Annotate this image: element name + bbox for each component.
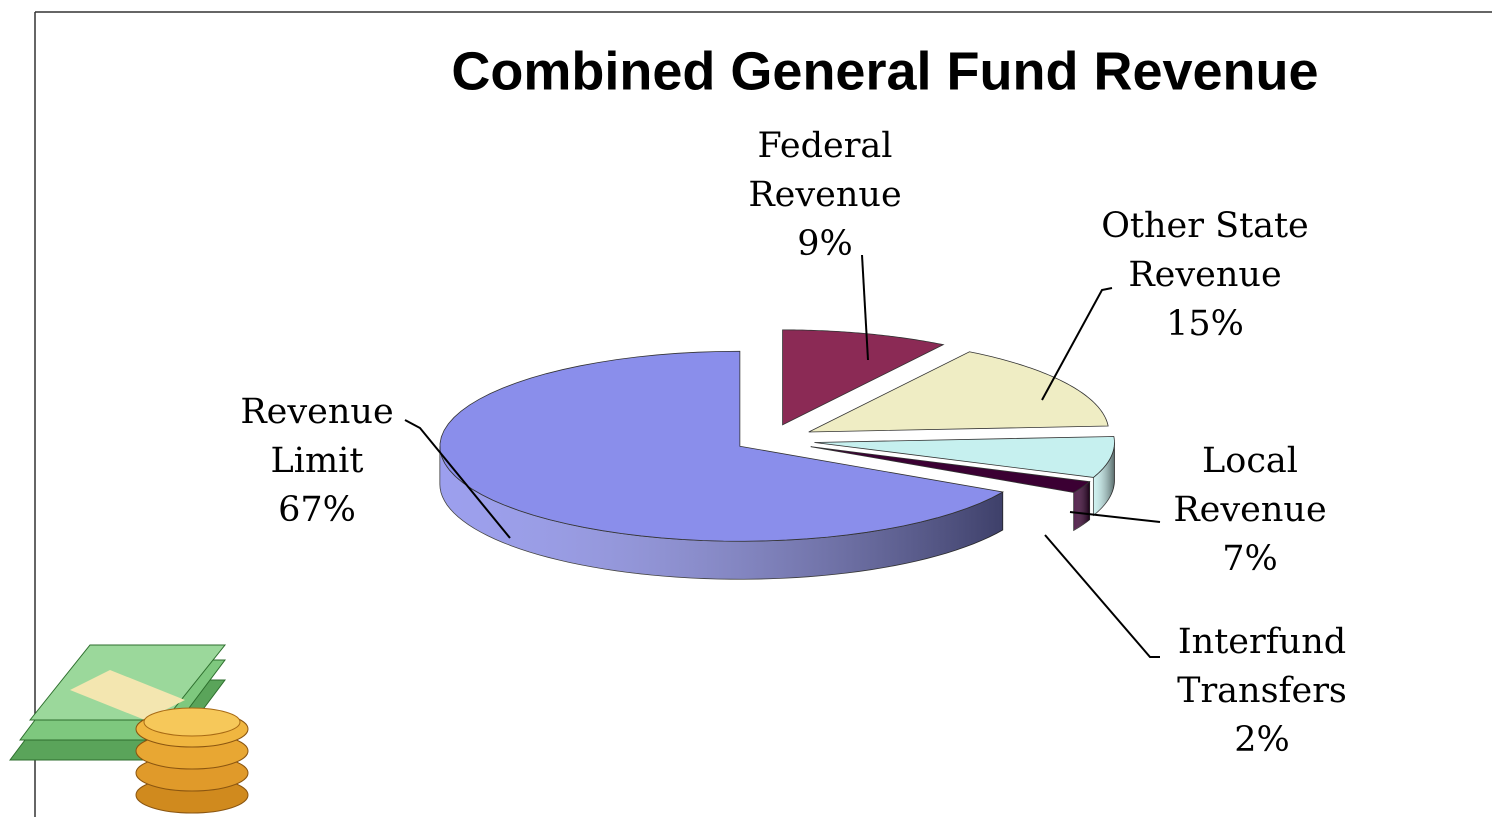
slice-label: Revenue Limit 67%: [217, 388, 417, 535]
label-value: 9%: [797, 224, 853, 264]
slice-side-shade: [1073, 481, 1090, 531]
slice: [808, 351, 1109, 433]
chart-title: Combined General Fund Revenue: [451, 41, 1318, 101]
label-name: Local Revenue: [1173, 441, 1327, 530]
slice-side-shade: [439, 446, 1003, 580]
slice-label: Federal Revenue 9%: [725, 122, 925, 269]
leader-line: [1069, 511, 1161, 523]
slice-label: Interfund Transfers 2%: [1152, 618, 1372, 765]
label-name: Federal Revenue: [748, 126, 902, 215]
leader-lines: [404, 254, 1161, 658]
leader-line: [1044, 534, 1160, 658]
leader-line: [861, 254, 869, 361]
label-name: Revenue Limit: [240, 392, 394, 481]
leader-line: [404, 419, 511, 539]
label-name: Other State Revenue: [1101, 206, 1309, 295]
label-value: 67%: [278, 490, 356, 530]
slice: [810, 446, 1091, 493]
slice-label: Local Revenue 7%: [1150, 437, 1350, 584]
leader-line: [1041, 287, 1113, 401]
money-icon: [9, 644, 249, 814]
label-value: 2%: [1234, 720, 1290, 760]
label-value: 7%: [1222, 539, 1278, 579]
pie: [439, 329, 1115, 580]
slice-label: Other State Revenue 15%: [1075, 202, 1335, 349]
slice: [814, 436, 1115, 478]
label-value: 15%: [1166, 304, 1244, 344]
label-name: Interfund Transfers: [1177, 622, 1347, 711]
slice: [439, 350, 1004, 542]
